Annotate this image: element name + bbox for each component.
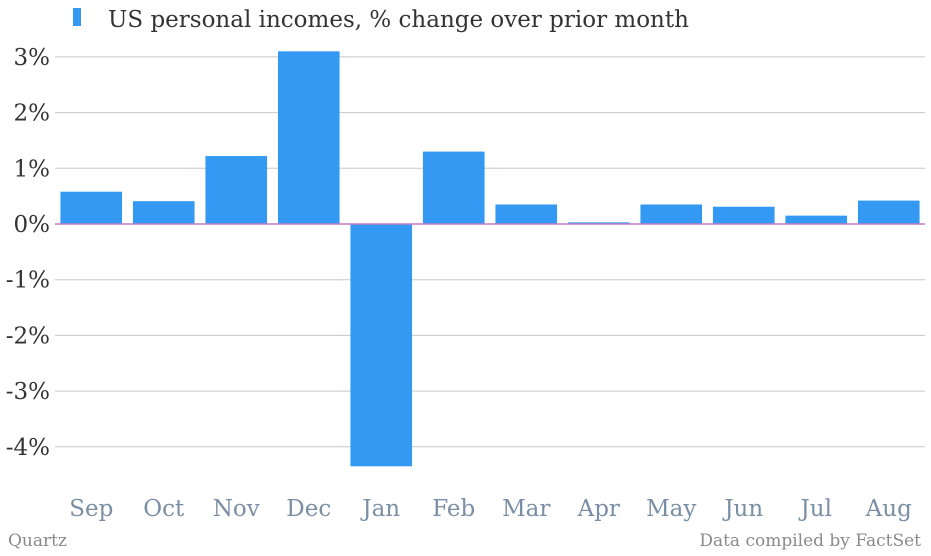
x-tick-label-sep: Sep [69,496,113,522]
legend-swatch [73,8,81,26]
x-tick-label-jul: Jul [799,496,832,522]
x-axis-ticks: Sep Oct Nov Dec Jan Feb Mar Apr May Jun Jul Aug [69,496,912,522]
legend-label: US personal incomes, % change over prior… [108,7,689,33]
bar-apr [567,222,630,224]
y-tick-label: -2% [6,323,50,349]
legend: US personal incomes, % change over prior… [73,7,689,33]
bar-jul [785,215,848,224]
x-tick-label-oct: Oct [143,496,185,522]
source-credit-left: Quartz [8,531,67,551]
x-tick-label-apr: Apr [577,496,620,522]
source-credit-right: Data compiled by FactSet [699,531,921,551]
y-axis-ticks: 3% 2% 1% 0% -1% -2% -3% -4% [6,45,50,461]
bar-may [640,204,703,224]
y-tick-label: 1% [14,156,51,182]
gridlines [55,56,925,448]
bars [60,51,920,467]
y-tick-label: 0% [14,212,51,238]
bar-mar [495,204,558,224]
bar-dec [277,51,340,224]
y-tick-label: 2% [14,101,51,127]
x-tick-label-dec: Dec [286,496,331,522]
y-tick-label: -4% [6,435,50,461]
x-tick-label-may: May [646,496,696,522]
bar-nov [205,156,268,224]
x-tick-label-feb: Feb [432,496,475,522]
bar-feb [422,151,485,224]
bar-jan [350,224,413,467]
bar-jun [712,206,775,224]
bar-sep [60,191,123,224]
x-tick-label-nov: Nov [213,496,260,522]
x-tick-label-jan: Jan [360,496,400,522]
bar-aug [857,200,920,224]
x-tick-label-mar: Mar [502,496,550,522]
x-tick-label-jun: Jun [722,496,763,522]
x-tick-label-aug: Aug [865,496,912,522]
y-tick-label: -3% [6,379,50,405]
y-tick-label: 3% [14,45,51,71]
y-tick-label: -1% [6,268,50,294]
bar-oct [132,201,195,224]
